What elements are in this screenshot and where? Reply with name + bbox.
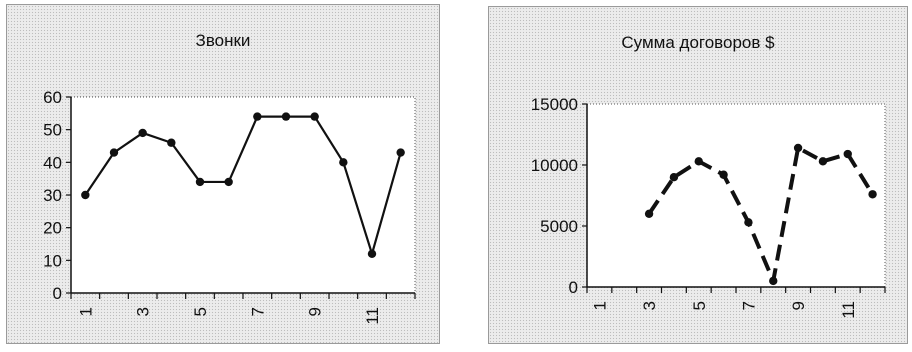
chart-panel-contracts: Сумма договоров $ 0 5000 10000 15000 1 3 5 7 9 11	[488, 6, 908, 344]
data-point	[281, 112, 291, 121]
data-point	[224, 177, 233, 187]
data-point	[818, 157, 828, 166]
x-tick-label: 5	[191, 307, 210, 316]
x-tick-label: 5	[690, 301, 709, 310]
data-point	[167, 138, 176, 147]
data-point	[253, 112, 262, 121]
data-point	[195, 177, 205, 187]
x-tick-label: 1	[590, 301, 609, 310]
data-point	[644, 209, 654, 218]
x-tick-label: 7	[248, 307, 267, 316]
plot-border	[587, 103, 886, 287]
y-tick-label: 60	[43, 88, 62, 107]
data-point	[868, 190, 877, 199]
y-tick-label: 5000	[540, 217, 578, 236]
data-point	[669, 173, 679, 182]
x-tick-label: 9	[306, 307, 325, 316]
y-tick-label: 10000	[531, 156, 578, 175]
data-point	[367, 249, 377, 258]
y-tick-label: 40	[43, 153, 62, 172]
y-tick-label: 15000	[531, 95, 578, 114]
data-point	[793, 143, 803, 153]
data-point	[81, 190, 90, 200]
data-point	[396, 148, 405, 157]
data-point	[719, 170, 728, 179]
chart-contracts: 0 5000 10000 15000 1 3 5 7 9 11	[531, 95, 886, 319]
data-point	[310, 112, 319, 121]
data-point	[744, 218, 753, 227]
y-tick-label: 50	[43, 121, 62, 140]
series-line	[84, 115, 402, 255]
data-point	[109, 148, 119, 157]
y-tick-label: 0	[53, 284, 62, 303]
y-tick-label: 10	[43, 251, 62, 270]
data-point	[843, 149, 852, 159]
y-tick-label: 0	[569, 278, 578, 297]
data-point	[769, 276, 778, 286]
x-tick-label: 11	[839, 301, 858, 319]
y-tick-label: 20	[43, 219, 62, 238]
chart-title: Звонки	[195, 31, 251, 50]
chart-panel-calls: Звонки 0 10 20 30 40 50 60 1 3 5 7 9 11	[6, 4, 440, 344]
data-point	[694, 157, 703, 166]
x-tick-label: 9	[789, 301, 808, 310]
data-point	[339, 158, 348, 167]
x-tick-label: 7	[739, 301, 758, 310]
x-tick-label: 3	[640, 301, 659, 310]
plot-border	[71, 96, 416, 293]
data-point	[138, 128, 147, 138]
series-line	[647, 145, 875, 283]
chart-calls: 0 10 20 30 40 50 60 1 3 5 7 9 11	[43, 88, 416, 325]
y-tick-label: 30	[43, 186, 62, 205]
x-tick-label: 3	[134, 307, 153, 316]
x-tick-label: 1	[76, 307, 95, 316]
chart-title: Сумма договоров $	[621, 33, 775, 52]
x-tick-label: 11	[363, 307, 382, 325]
plot-area	[71, 97, 415, 293]
